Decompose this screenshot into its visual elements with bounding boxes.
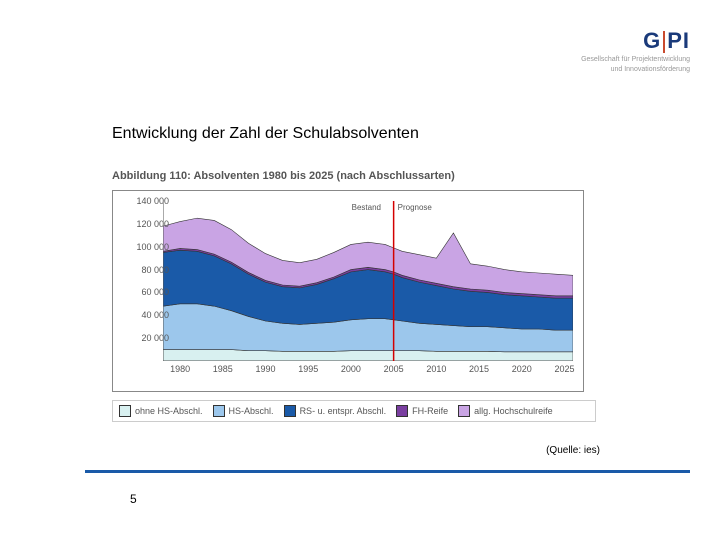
legend-label: ohne HS-Abschl.: [135, 406, 203, 416]
legend-item: ohne HS-Abschl.: [119, 405, 203, 417]
x-axis-tick-label: 2010: [426, 364, 446, 374]
divider-left-label: Bestand: [352, 203, 381, 212]
y-axis-tick-label: 20 000: [141, 333, 169, 343]
legend-item: HS-Abschl.: [213, 405, 274, 417]
legend-label: HS-Abschl.: [229, 406, 274, 416]
legend-label: allg. Hochschulreife: [474, 406, 553, 416]
footer-divider: [85, 470, 690, 473]
chart-legend: ohne HS-Abschl. HS-Abschl. RS- u. entspr. …: [112, 400, 596, 422]
y-axis-tick-label: 100 000: [136, 242, 169, 252]
chart-container: 20 000 40 000 60 000 80 000 100 000 120 000 14…: [112, 190, 584, 392]
chart-plot: [163, 201, 573, 361]
page-number: 5: [130, 492, 137, 506]
logo-sub1: Gesellschaft für Projektentwicklung: [581, 56, 690, 64]
legend-swatch-icon: [119, 405, 131, 417]
logo-text-pi: PI: [667, 28, 690, 53]
source-text: (Quelle: ies): [546, 445, 600, 456]
y-axis-tick-label: 120 000: [136, 219, 169, 229]
legend-label: FH-Reife: [412, 406, 448, 416]
logo-bar-icon: [663, 31, 665, 53]
logo-sub2: und Innovationsförderung: [581, 66, 690, 74]
x-axis-tick-label: 1985: [213, 364, 233, 374]
x-axis-tick-label: 2015: [469, 364, 489, 374]
x-axis-tick-label: 2025: [554, 364, 574, 374]
legend-swatch-icon: [213, 405, 225, 417]
legend-swatch-icon: [458, 405, 470, 417]
y-axis-tick-label: 40 000: [141, 310, 169, 320]
x-axis-tick-label: 1980: [170, 364, 190, 374]
logo-main: GPI: [581, 28, 690, 54]
logo-text-g: G: [643, 28, 661, 53]
legend-swatch-icon: [284, 405, 296, 417]
area-chart-svg: [163, 201, 573, 361]
x-axis-tick-label: 2020: [512, 364, 532, 374]
divider-right-label: Prognose: [398, 203, 432, 212]
x-axis-tick-label: 2000: [341, 364, 361, 374]
y-axis-tick-label: 60 000: [141, 287, 169, 297]
legend-item: allg. Hochschulreife: [458, 405, 553, 417]
page-title: Entwicklung der Zahl der Schulabsolvente…: [112, 125, 419, 143]
legend-item: FH-Reife: [396, 405, 448, 417]
y-axis-tick-label: 140 000: [136, 196, 169, 206]
x-axis-tick-label: 1990: [255, 364, 275, 374]
legend-label: RS- u. entspr. Abschl.: [300, 406, 387, 416]
x-axis-tick-label: 2005: [384, 364, 404, 374]
x-axis-tick-label: 1995: [298, 364, 318, 374]
chart-caption: Abbildung 110: Absolventen 1980 bis 2025…: [112, 170, 455, 182]
logo: GPI Gesellschaft für Projektentwicklung …: [581, 28, 690, 75]
legend-item: RS- u. entspr. Abschl.: [284, 405, 387, 417]
y-axis-tick-label: 80 000: [141, 265, 169, 275]
legend-swatch-icon: [396, 405, 408, 417]
